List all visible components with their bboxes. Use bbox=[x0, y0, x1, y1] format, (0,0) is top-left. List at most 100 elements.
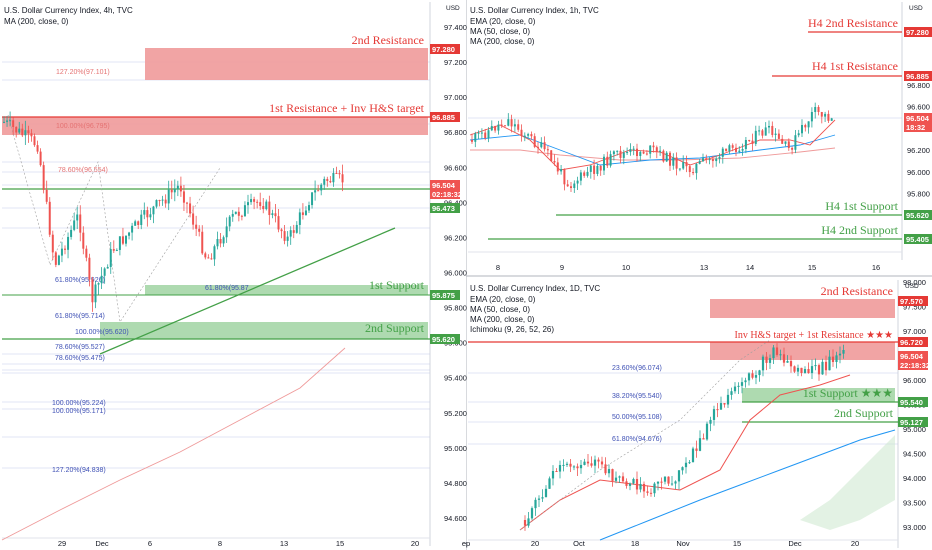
y-tick-label: 96.600 bbox=[444, 163, 467, 172]
candle-4h bbox=[112, 249, 115, 251]
zone-label: H4 1st Support bbox=[825, 199, 898, 213]
candle-4h bbox=[21, 128, 24, 136]
candle-1d bbox=[555, 471, 558, 473]
candle-1h bbox=[566, 184, 569, 187]
candle-4h bbox=[317, 190, 320, 192]
candle-1h bbox=[583, 172, 586, 176]
chart-header: U.S. Dollar Currency Index, 1h, TVC bbox=[470, 6, 599, 15]
candle-4h bbox=[30, 133, 33, 137]
candle-1h bbox=[570, 186, 572, 189]
candle-4h bbox=[18, 128, 21, 133]
candle-1h bbox=[655, 147, 658, 152]
y-tick-label: 95.800 bbox=[444, 304, 467, 313]
candle-1h bbox=[537, 146, 539, 148]
candle-1d bbox=[684, 462, 688, 468]
candle-1h bbox=[718, 156, 721, 159]
price-tag-value: 95.620 bbox=[906, 211, 929, 220]
candle-1d bbox=[551, 471, 555, 479]
fib-label: 38.20%(95.540) bbox=[612, 393, 662, 400]
candle-1d bbox=[793, 366, 796, 372]
candle-1h bbox=[678, 168, 681, 170]
y-tick-label: 95.200 bbox=[444, 409, 467, 418]
fib-label: 61.80%(94.676) bbox=[612, 436, 662, 443]
candle-1h bbox=[777, 133, 780, 139]
candle-1h bbox=[504, 125, 506, 127]
candle-1h bbox=[616, 150, 619, 152]
candle-1d bbox=[646, 491, 649, 493]
candle-1h bbox=[579, 172, 582, 181]
candle-1d bbox=[544, 488, 548, 498]
ichimoku-cloud bbox=[800, 435, 895, 530]
y-tick-label: 97.200 bbox=[444, 58, 467, 67]
indicator-label: MA (50, close, 0) bbox=[470, 27, 530, 36]
candle-1h bbox=[586, 171, 589, 176]
candle-1h bbox=[827, 113, 830, 121]
candle-1h bbox=[513, 124, 516, 127]
indicator-label: Ichimoku (9, 26, 52, 26) bbox=[470, 325, 554, 334]
candle-1d bbox=[807, 369, 810, 374]
candle-1d bbox=[628, 483, 632, 486]
price-tag bbox=[898, 296, 928, 306]
fib-label: 50.00%(95.108) bbox=[612, 414, 662, 421]
candle-4h bbox=[198, 228, 201, 232]
candle-4h bbox=[311, 192, 314, 206]
candle-1h bbox=[728, 145, 731, 152]
candle-1h bbox=[500, 124, 503, 126]
candle-1h bbox=[593, 165, 596, 174]
x-tick-label: Dec bbox=[788, 539, 802, 548]
candle-4h bbox=[121, 236, 124, 244]
zone-2nd-support bbox=[100, 322, 428, 339]
candle-1h bbox=[612, 151, 615, 155]
candle-4h bbox=[207, 257, 210, 259]
candle-1d bbox=[821, 361, 824, 375]
candle-4h bbox=[243, 205, 246, 217]
candle-4h bbox=[161, 199, 164, 201]
candle-1d bbox=[772, 347, 775, 359]
y-tick-label: 97.400 bbox=[444, 23, 467, 32]
candle-1h bbox=[711, 159, 714, 162]
candle-1h bbox=[705, 158, 708, 160]
candle-1h bbox=[530, 134, 533, 137]
candle-1d bbox=[677, 470, 681, 482]
candle-1d bbox=[681, 467, 684, 471]
candle-4h bbox=[91, 279, 94, 303]
fib-label: 100.00%(95.224) bbox=[52, 400, 106, 407]
candle-1d bbox=[796, 367, 800, 372]
candle-1d bbox=[590, 463, 593, 466]
zone-label: H4 1st Resistance bbox=[812, 59, 898, 73]
candle-1h bbox=[751, 140, 754, 144]
candle-1h bbox=[636, 148, 638, 157]
y-tick-label: 95.400 bbox=[444, 374, 467, 383]
candle-1h bbox=[754, 130, 757, 144]
candle-1d bbox=[831, 356, 835, 363]
candle-1h bbox=[768, 125, 770, 128]
candle-4h bbox=[33, 136, 36, 146]
candle-1d bbox=[828, 356, 831, 371]
candle-1h bbox=[702, 158, 704, 162]
candle-4h bbox=[189, 203, 192, 214]
fib-label: 100.00%(95.171) bbox=[52, 408, 106, 415]
x-tick-label: 20 bbox=[851, 539, 859, 548]
candle-4h bbox=[131, 225, 134, 233]
candle-4h bbox=[320, 184, 323, 191]
fib-connector bbox=[7, 114, 221, 323]
candle-1h bbox=[688, 166, 691, 173]
price-tag-value: 96.473 bbox=[432, 204, 455, 213]
candle-1d bbox=[562, 464, 565, 466]
candle-1h bbox=[652, 145, 655, 148]
candle-4h bbox=[6, 120, 9, 122]
candle-1d bbox=[569, 463, 572, 467]
price-tag-value: 97.280 bbox=[906, 28, 929, 37]
candle-4h bbox=[134, 221, 137, 226]
zone-label: H4 2nd Support bbox=[821, 223, 898, 237]
candle-1h bbox=[682, 162, 685, 169]
x-tick-label: 9 bbox=[560, 263, 564, 272]
candle-1h bbox=[771, 125, 774, 135]
candle-4h bbox=[57, 255, 60, 265]
candle-4h bbox=[24, 130, 27, 136]
candle-1h bbox=[517, 124, 520, 130]
candle-1h bbox=[830, 118, 833, 121]
candle-4h bbox=[54, 252, 57, 265]
candle-4h bbox=[73, 220, 76, 230]
candle-1d bbox=[779, 354, 782, 356]
